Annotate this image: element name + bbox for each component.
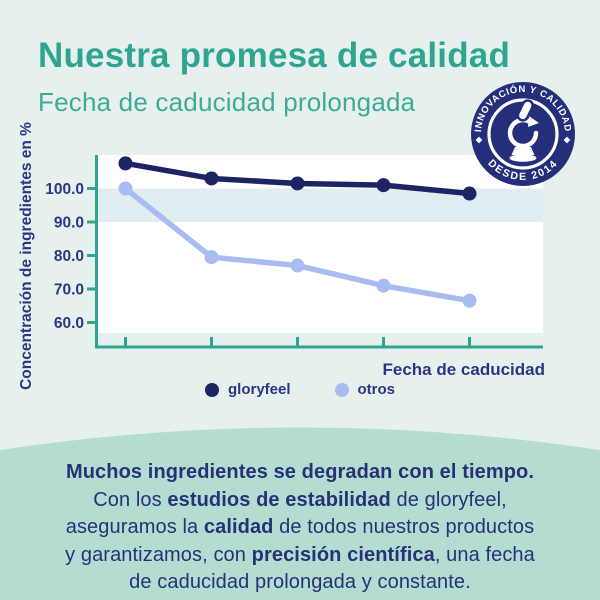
- bottom-text-segment: aseguramos la: [65, 516, 204, 538]
- bottom-text-line: y garantizamos, con precisión científica…: [0, 542, 600, 570]
- bottom-text-segment: Con los: [93, 488, 168, 511]
- chart-series: [118, 156, 477, 308]
- legend-item-gloryfeel: gloryfeel: [204, 381, 291, 398]
- data-point-otros: [376, 278, 391, 293]
- data-point-gloryfeel: [376, 178, 391, 193]
- page-subtitle: Fecha de caducidad prolongada: [38, 87, 416, 117]
- microscope-icon: [507, 99, 539, 162]
- data-point-otros: [290, 258, 305, 273]
- bottom-text-segment: , una fecha: [434, 543, 535, 566]
- y-axis-label: Concentración de ingredientes en %: [18, 122, 35, 390]
- legend-dot-icon: [334, 382, 349, 397]
- x-axis-label: Fecha de caducidad: [383, 360, 546, 379]
- legend-dot-icon: [204, 382, 219, 397]
- bottom-text-segment: de caducidad prolongada y constante.: [129, 571, 471, 593]
- legend-label: otros: [357, 381, 396, 398]
- axis-tick-labels: 100.0 90.0 80.0 70.0 60.0: [45, 181, 84, 332]
- chart-legend: gloryfeel otros: [0, 381, 600, 398]
- bottom-text-line: Muchos ingredientes se degradan con el t…: [0, 459, 600, 487]
- data-point-otros: [204, 250, 219, 265]
- bottom-panel: [0, 427, 600, 600]
- data-point-gloryfeel: [204, 171, 219, 186]
- y-tick-label: 70.0: [54, 282, 84, 299]
- bottom-text-segment: de todos nuestros productos: [273, 516, 535, 538]
- data-point-gloryfeel: [118, 156, 133, 171]
- bottom-text-segment: de gloryfeel,: [390, 488, 507, 511]
- y-tick-label: 80.0: [54, 248, 84, 265]
- badge-left-separator: [475, 136, 483, 144]
- bottom-text-segment: y garantizamos, con: [65, 543, 252, 566]
- bottom-text-line: de caducidad prolongada y constante.: [0, 569, 600, 597]
- bottom-text-bold-segment: precisión científica: [251, 543, 435, 566]
- page-title: Nuestra promesa de calidad: [38, 36, 511, 75]
- y-tick-label: 90.0: [54, 215, 84, 232]
- bottom-text: Muchos ingredientes se degradan con el t…: [0, 459, 600, 597]
- axis-ticks: [87, 187, 471, 346]
- legend-item-otros: otros: [334, 381, 396, 398]
- legend-label: gloryfeel: [227, 381, 291, 398]
- data-point-gloryfeel: [462, 186, 477, 201]
- bottom-text-bold-segment: Muchos ingredientes se degradan con el t…: [65, 461, 535, 483]
- bottom-text-line: Con los estudios de estabilidad de glory…: [0, 487, 600, 515]
- badge-circle: [471, 82, 575, 186]
- bottom-text-line: aseguramos la calidad de todos nuestros …: [0, 514, 600, 542]
- bottom-text-bold-segment: estudios de estabilidad: [167, 488, 391, 511]
- y-tick-label: 100.0: [45, 181, 84, 198]
- data-point-otros: [118, 181, 133, 196]
- y-tick-label: 60.0: [54, 315, 84, 332]
- data-point-gloryfeel: [290, 176, 305, 191]
- bottom-text-bold-segment: calidad: [203, 516, 274, 538]
- data-point-otros: [462, 293, 477, 308]
- quality-badge: INNOVACIÓN Y CALIDAD DESDE 2014: [471, 82, 575, 186]
- badge-inner-ring: [487, 98, 559, 170]
